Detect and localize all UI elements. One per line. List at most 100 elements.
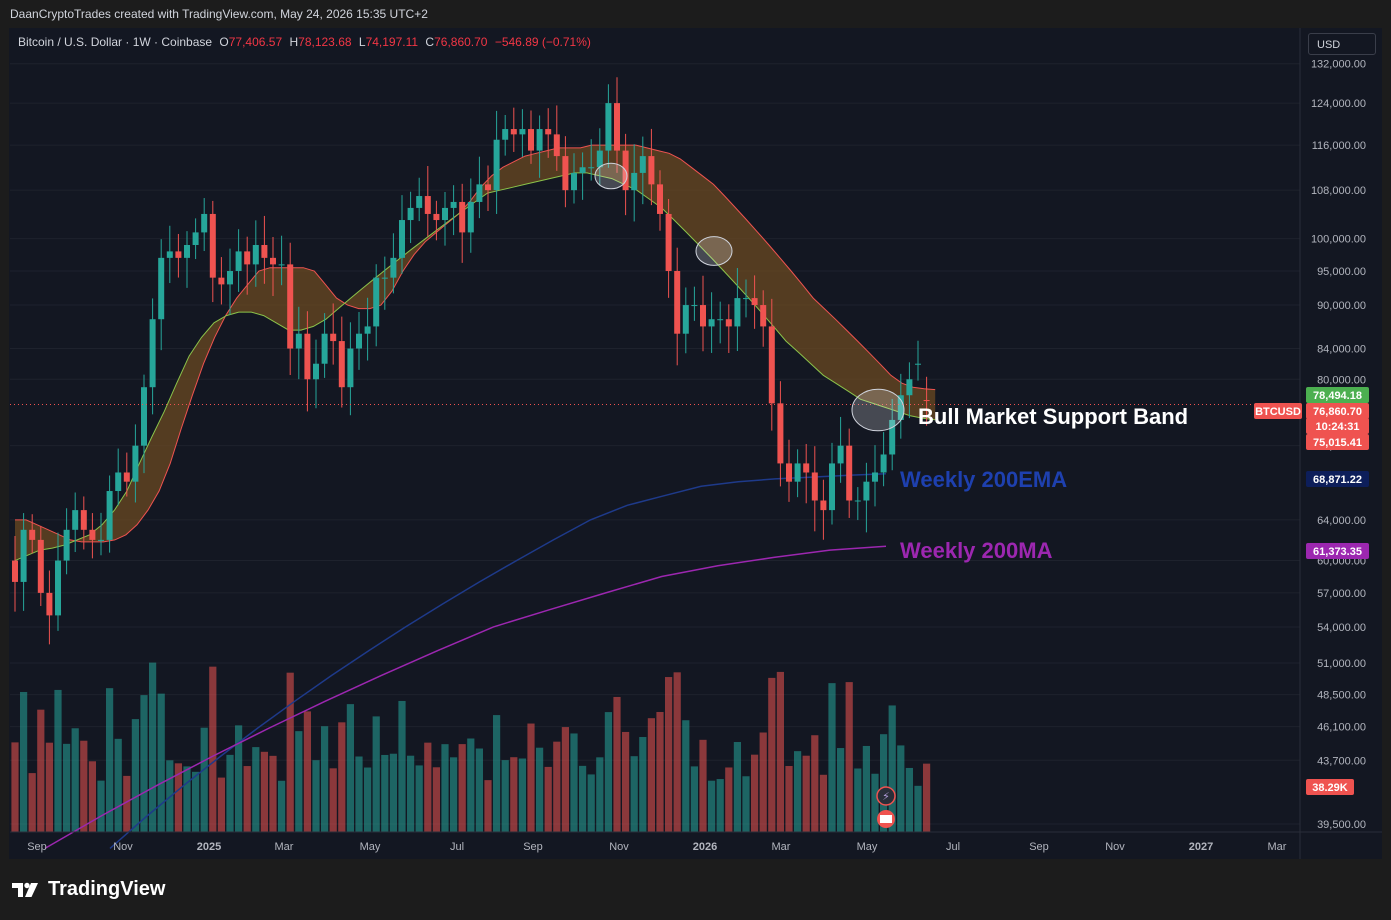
candle-body	[880, 454, 887, 473]
x-tick-label: Jul	[450, 841, 464, 853]
countdown-label: 10:24:31	[1315, 421, 1359, 433]
volume-bar	[768, 677, 776, 832]
y-tick-label: 80,000.00	[1317, 374, 1366, 386]
volume-bar	[828, 683, 836, 832]
candle-body	[338, 341, 345, 388]
volume-bar	[854, 768, 862, 832]
candle-body	[665, 213, 672, 271]
y-tick-label: 95,000.00	[1317, 266, 1366, 278]
volume-bar	[579, 765, 587, 832]
volume-bar	[149, 662, 157, 832]
candle-body	[89, 529, 96, 540]
candle-body	[639, 156, 646, 173]
volume-bar	[235, 725, 243, 832]
lightning-event-icon	[876, 786, 896, 806]
x-tick-label: 2027	[1189, 841, 1213, 853]
candle-body	[347, 348, 354, 388]
volume-bar	[742, 776, 750, 832]
volume-bar	[794, 751, 802, 832]
candle-body	[106, 491, 113, 540]
candle-body	[502, 129, 509, 140]
y-tick-label: 46,100.00	[1317, 722, 1366, 734]
candle-body	[743, 298, 749, 300]
touch-circle	[594, 162, 628, 190]
volume-bar	[819, 774, 827, 832]
volume-bar	[97, 780, 105, 832]
x-tick-label: 2025	[197, 841, 221, 853]
attribution-text: DaanCryptoTrades created with TradingVie…	[10, 7, 428, 21]
annotations: Bull Market Support Band Weekly 200EMA Wee…	[900, 404, 1188, 563]
candle-body	[682, 305, 689, 334]
y-tick-label: 124,000.00	[1311, 98, 1366, 110]
candle-body	[803, 463, 810, 473]
volume-bar	[785, 766, 793, 832]
volume-bar	[355, 756, 363, 832]
last-price-label-bg	[1306, 403, 1369, 419]
candle-body	[889, 419, 896, 455]
symbol-tag-label-bg	[1254, 403, 1302, 419]
volume-bar	[217, 777, 225, 832]
lightning-glyph: ⚡	[882, 790, 890, 803]
tradingview-logo[interactable]: TradingView	[12, 878, 165, 901]
candle-body	[235, 251, 242, 271]
band-upper-price-label-bg	[1306, 387, 1369, 403]
volume-bar	[708, 780, 716, 832]
volume-bar	[888, 705, 896, 832]
brand-name: TradingView	[48, 878, 166, 900]
candle-body	[579, 167, 586, 173]
volume-bar	[518, 758, 526, 832]
candle-body	[450, 201, 457, 208]
candle-body	[708, 319, 715, 327]
volume-bar	[802, 755, 810, 832]
ema200-line	[109, 472, 887, 849]
ma200-price-label: 61,373.35	[1313, 546, 1362, 558]
currency-button[interactable]: USD	[1308, 33, 1376, 55]
touch-circle	[695, 236, 733, 266]
volume-bar	[243, 766, 251, 832]
y-tick-label: 39,500.00	[1317, 819, 1366, 831]
volume-bar	[398, 700, 406, 832]
ohlc-legend: Bitcoin / U.S. Dollar · 1W · Coinbase O7…	[18, 35, 591, 49]
candle-body	[12, 560, 18, 582]
candle-body	[20, 529, 27, 582]
candle-body	[700, 305, 706, 327]
candle-body	[416, 196, 423, 208]
volume-bar	[441, 744, 449, 832]
x-tick-label: Nov	[1105, 841, 1125, 853]
us-flag-stripe	[880, 815, 892, 823]
y-tick-label: 43,700.00	[1317, 755, 1366, 767]
annotation-weekly-200ma: Weekly 200MA	[900, 538, 1053, 563]
candle-body	[545, 129, 552, 135]
candle-body	[407, 207, 414, 221]
candle-body	[648, 156, 655, 185]
volume-bar	[295, 731, 303, 832]
volume-bar	[54, 689, 62, 832]
y-tick-label: 48,500.00	[1317, 690, 1366, 702]
volume-bar	[372, 716, 380, 832]
volume-bar	[639, 737, 647, 832]
volume-bar	[776, 671, 784, 832]
volume-bar	[751, 754, 759, 832]
candle-body	[132, 445, 139, 482]
y-tick-label: 100,000.00	[1311, 234, 1366, 246]
candle-body	[786, 463, 792, 482]
volume-bar	[682, 720, 690, 832]
volume-bar	[11, 742, 19, 832]
volume-bar	[673, 672, 681, 832]
candle-body	[923, 400, 930, 402]
volume-bar	[484, 780, 492, 832]
chart-frame[interactable]	[9, 28, 1382, 859]
volume-bar	[604, 712, 612, 832]
candle-body	[184, 244, 190, 258]
candle-body	[321, 333, 328, 364]
candle-body	[227, 270, 233, 285]
open-value: 77,406.57	[228, 35, 283, 49]
candle-body	[373, 277, 380, 327]
candle-body	[528, 129, 534, 151]
x-tick-label: May	[857, 841, 878, 853]
candle-body	[777, 403, 784, 464]
volume-bar	[759, 732, 767, 832]
symbol-tag-label: BTCUSD	[1255, 406, 1301, 418]
volume-bar	[321, 726, 329, 832]
